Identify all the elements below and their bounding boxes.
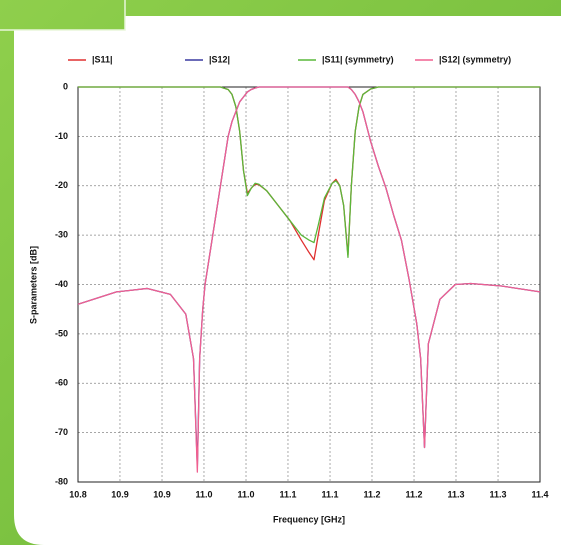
x-tick-label: 11.3	[447, 489, 464, 499]
x-tick-label: 11.2	[406, 489, 423, 499]
x-tick-label: 11.3	[490, 489, 507, 499]
x-tick-label: 11.4	[531, 489, 548, 499]
series-line	[78, 86, 540, 258]
x-tick-label: 11.0	[195, 489, 212, 499]
y-tick-label: -10	[55, 131, 68, 141]
legend-label: |S12| (symmetry)	[439, 54, 511, 64]
series-line	[77, 86, 541, 473]
legend-label: |S12|	[209, 54, 230, 64]
panel-edge	[0, 0, 126, 31]
y-tick-label: -80	[55, 476, 68, 486]
legend-label: |S11| (symmetry)	[322, 54, 394, 64]
legend-label: |S11|	[92, 54, 113, 64]
y-axis-title: S-parameters [dB]	[28, 246, 38, 324]
y-tick-label: -70	[55, 427, 68, 437]
x-tick-label: 10.9	[111, 489, 129, 499]
y-tick-label: 0	[63, 81, 68, 91]
y-tick-label: -60	[55, 378, 68, 388]
y-tick-label: -50	[55, 328, 68, 338]
x-tick-label: 10.8	[69, 489, 87, 499]
x-tick-label: 11.0	[237, 489, 254, 499]
x-tick-label: 11.2	[363, 489, 380, 499]
y-tick-label: -20	[55, 180, 68, 190]
y-tick-label: -40	[55, 279, 68, 289]
x-axis-title: Frequency [GHz]	[273, 514, 345, 524]
chart: Frequency [GHz] S-parameters [dB] 0 -10 -2…	[28, 54, 548, 524]
x-tick-label: 10.9	[153, 489, 171, 499]
y-tick-label: -30	[55, 230, 68, 240]
x-tick-label: 11.1	[279, 489, 296, 499]
x-tick-label: 11.1	[322, 489, 339, 499]
